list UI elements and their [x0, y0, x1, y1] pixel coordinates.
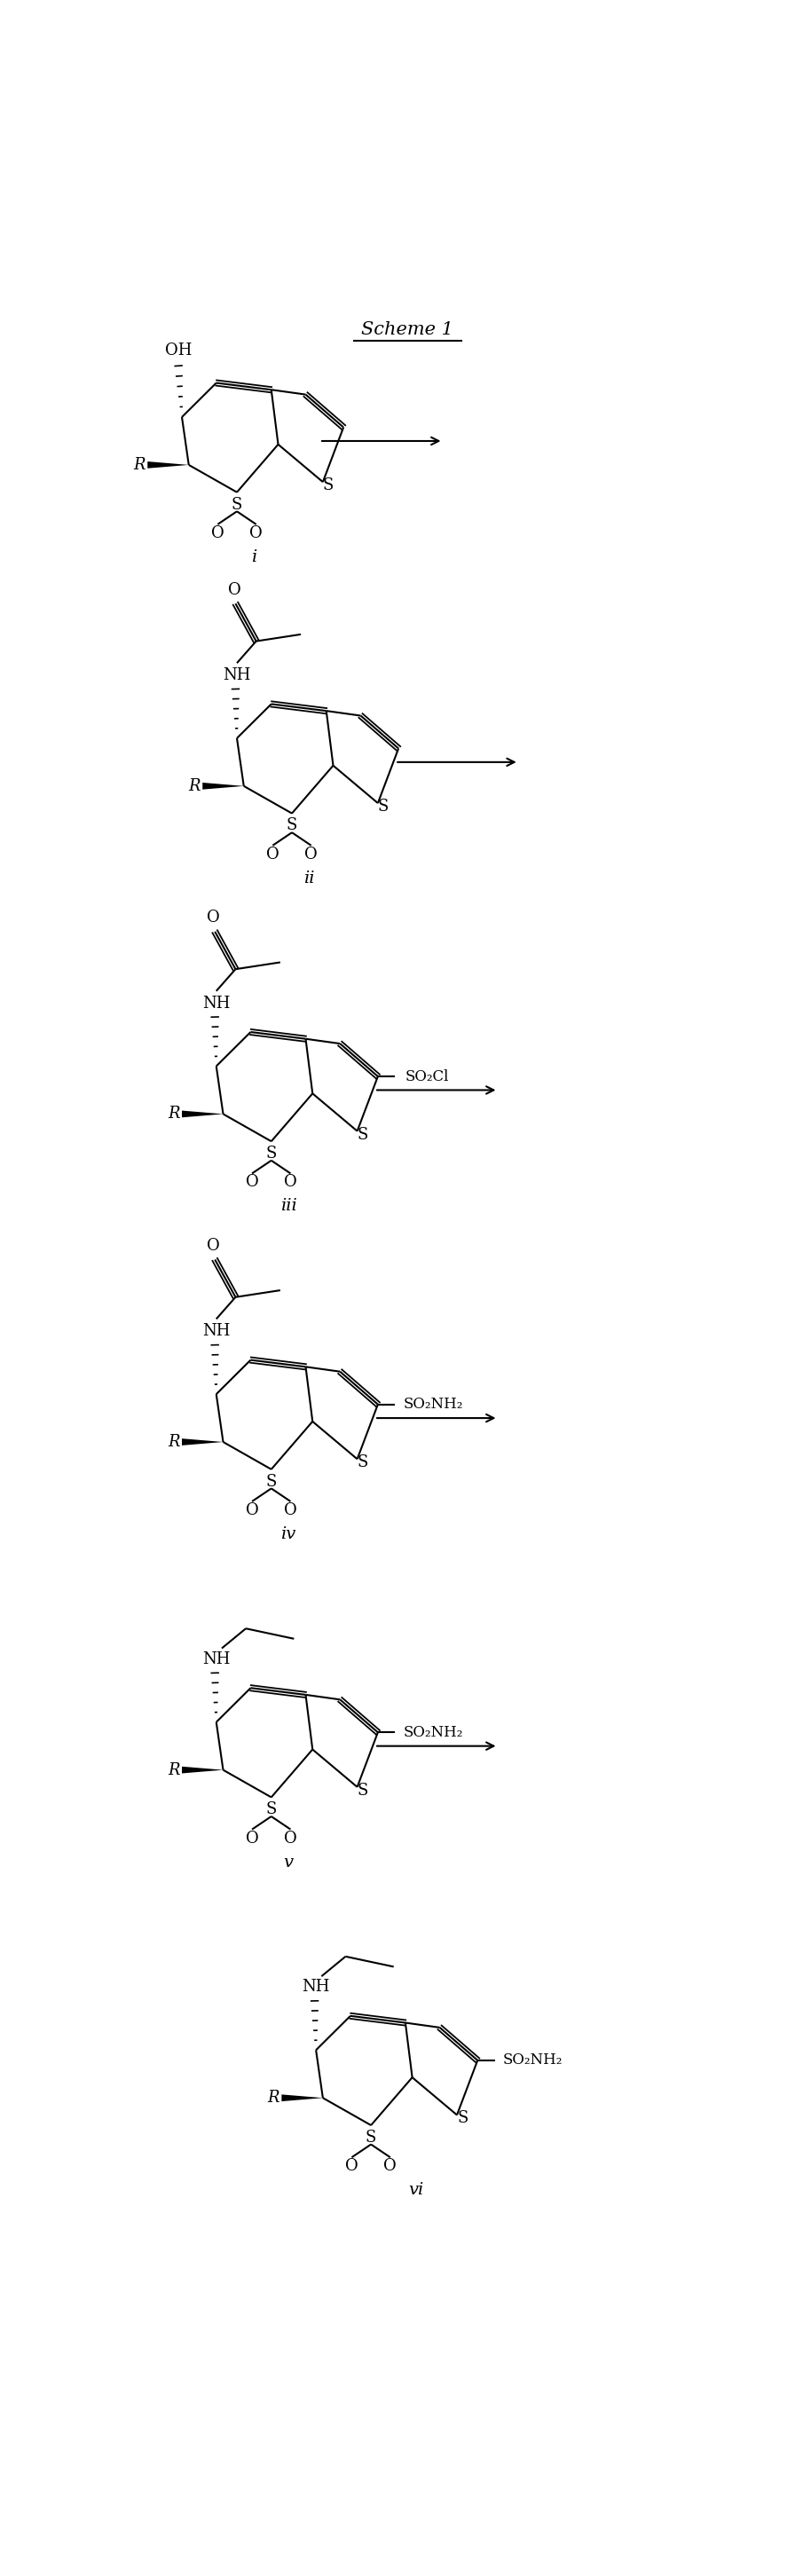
Text: iv: iv: [281, 1525, 296, 1543]
Text: S: S: [231, 497, 242, 513]
Text: S: S: [266, 1473, 277, 1489]
Text: SO₂NH₂: SO₂NH₂: [403, 1726, 463, 1739]
Text: R: R: [168, 1762, 180, 1777]
Text: S: S: [357, 1455, 368, 1471]
Text: O: O: [246, 1175, 258, 1190]
Text: S: S: [378, 799, 389, 814]
Text: NH: NH: [203, 994, 231, 1012]
Text: S: S: [266, 1801, 277, 1819]
Text: S: S: [357, 1126, 368, 1144]
Text: S: S: [457, 2110, 468, 2125]
Text: R: R: [168, 1105, 180, 1123]
Text: O: O: [211, 526, 224, 541]
Text: O: O: [284, 1832, 297, 1847]
Polygon shape: [182, 1110, 223, 1118]
Text: iii: iii: [280, 1198, 297, 1213]
Text: R: R: [267, 2089, 279, 2107]
Text: O: O: [246, 1502, 258, 1517]
Text: SO₂NH₂: SO₂NH₂: [403, 1396, 463, 1412]
Text: O: O: [304, 848, 318, 863]
Text: ii: ii: [304, 871, 315, 886]
Text: O: O: [284, 1502, 297, 1517]
Text: NH: NH: [223, 667, 250, 683]
Text: NH: NH: [203, 1651, 231, 1667]
Text: OH: OH: [165, 343, 192, 358]
Polygon shape: [203, 783, 244, 788]
Text: R: R: [168, 1435, 180, 1450]
Text: v: v: [284, 1855, 293, 1870]
Text: S: S: [266, 1146, 277, 1162]
Text: O: O: [266, 848, 279, 863]
Text: O: O: [345, 2159, 359, 2174]
Polygon shape: [182, 1767, 223, 1772]
Text: R: R: [188, 778, 200, 793]
Text: O: O: [250, 526, 262, 541]
Text: S: S: [366, 2130, 377, 2146]
Polygon shape: [182, 1437, 223, 1445]
Text: O: O: [246, 1832, 258, 1847]
Text: S: S: [323, 477, 334, 495]
Polygon shape: [281, 2094, 323, 2102]
Text: O: O: [227, 582, 241, 598]
Text: O: O: [384, 2159, 397, 2174]
Text: vi: vi: [408, 2182, 424, 2197]
Text: S: S: [357, 1783, 368, 1798]
Text: NH: NH: [203, 1324, 231, 1340]
Text: S: S: [286, 817, 297, 835]
Text: SO₂Cl: SO₂Cl: [405, 1069, 449, 1084]
Text: SO₂NH₂: SO₂NH₂: [502, 2053, 563, 2069]
Text: i: i: [251, 549, 257, 564]
Polygon shape: [148, 461, 188, 469]
Text: Scheme 1: Scheme 1: [362, 322, 453, 337]
Text: O: O: [284, 1175, 297, 1190]
Text: O: O: [207, 909, 220, 925]
Text: NH: NH: [302, 1978, 330, 1996]
Text: R: R: [134, 456, 145, 474]
Text: O: O: [207, 1239, 220, 1255]
